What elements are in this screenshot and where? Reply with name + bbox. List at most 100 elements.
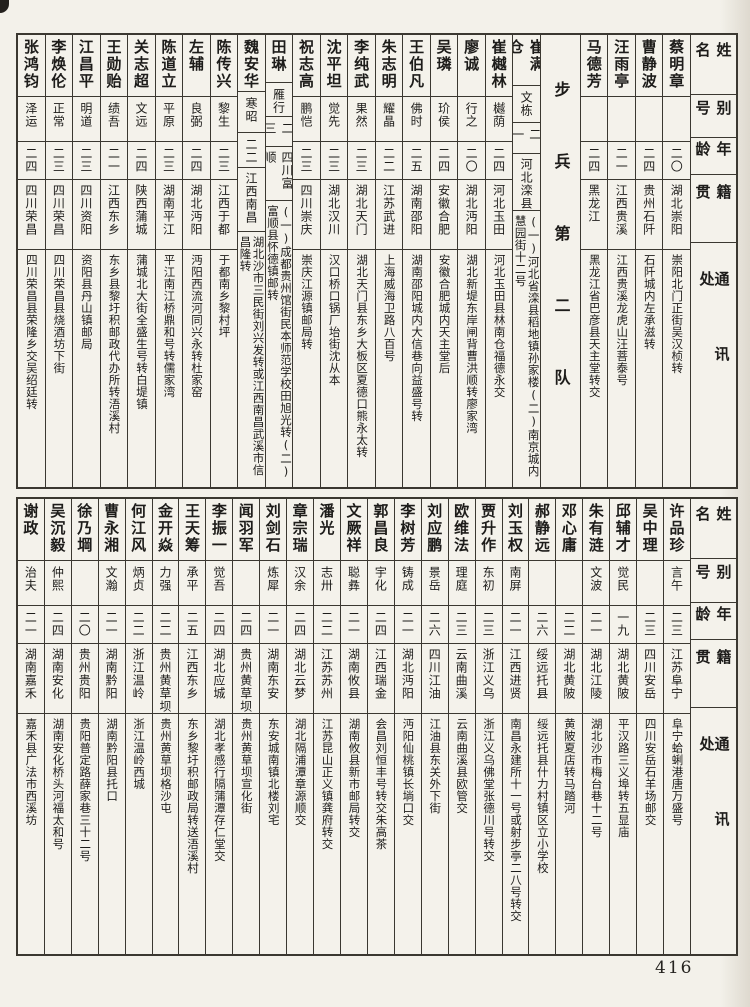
person-column: 李焕伦 正常 二三 四川荣昌 四川荣昌县烧酒坊下街 bbox=[44, 35, 73, 487]
person-name-cell: 郭昌良 bbox=[367, 499, 394, 561]
person-native-place-cell: 贵州黄草坝 bbox=[233, 644, 260, 714]
person-native-place-cell: 浙江义乌 bbox=[475, 644, 502, 714]
header-contact: 通讯处 bbox=[691, 243, 736, 487]
person-native-place: 江苏苏州 bbox=[319, 648, 334, 700]
person-address-cell: 南昌永建所十一号或射步亭二八号转交 bbox=[503, 714, 529, 954]
person-alias-cell: 治夫 bbox=[17, 561, 44, 606]
person-age: 二五 bbox=[409, 147, 424, 173]
person-age: 二三 bbox=[51, 147, 66, 173]
person-age: 二一 bbox=[265, 611, 280, 637]
person-age-cell: 二〇 bbox=[663, 142, 690, 180]
person-name: 关志超 bbox=[131, 39, 150, 90]
person-native-place: 河北玉田 bbox=[491, 184, 506, 236]
person-address: 贵阳普定路薛家巷三十二号 bbox=[78, 718, 93, 862]
person-name: 朱有涟 bbox=[586, 503, 605, 554]
person-native-place-cell: 四川江油 bbox=[421, 644, 448, 714]
person-age: 二一 bbox=[513, 127, 540, 141]
person-alias-cell bbox=[233, 561, 260, 606]
person-alias: 景岳 bbox=[427, 566, 442, 592]
person-name-cell: 吴沉毅 bbox=[44, 499, 71, 561]
person-address-cell: 于都南乡黎村坪 bbox=[211, 250, 238, 487]
person-age: 二一 bbox=[614, 147, 629, 173]
person-address: (一)成都贵州馆街民本师范学校田旭光转(二)富顺县怀德镇邮转 bbox=[266, 204, 293, 479]
person-address-cell: 湖南攸县新市邮局转交 bbox=[341, 714, 367, 954]
person-alias-cell bbox=[71, 561, 98, 606]
person-name: 李焕伦 bbox=[49, 39, 68, 90]
person-name-cell: 刘剑石 bbox=[260, 499, 287, 561]
person-column: 文厥祥 聪彝 二一 湖南攸县 湖南攸县新市邮局转交 bbox=[340, 499, 367, 954]
person-age: 二一 bbox=[400, 611, 415, 637]
person-alias: 文栋 bbox=[519, 90, 534, 117]
person-native-place-cell: 湖北汉川 bbox=[320, 180, 348, 250]
person-column: 张鸿钧 泽运 二四 四川荣昌 四川荣昌县荣隆乡交吴绍廷转 bbox=[18, 35, 45, 487]
person-address-cell: 上海威海卫路八百号 bbox=[376, 250, 403, 487]
person-age-cell: 二四 bbox=[233, 606, 260, 644]
person-name: 邓心庸 bbox=[559, 503, 578, 554]
person-native-place: 江西贵溪 bbox=[614, 184, 629, 236]
header-name: 姓名 bbox=[691, 35, 736, 95]
person-age-cell: 二〇 bbox=[71, 606, 98, 644]
person-name-cell: 贾升作 bbox=[475, 499, 502, 561]
person-name-cell: 朱有涟 bbox=[583, 499, 610, 561]
person-name: 陈传兴 bbox=[214, 39, 233, 90]
person-column: 潘光 志卅 二二 江苏苏州 江苏昆山正义镇龚府转交 bbox=[313, 499, 341, 954]
person-alias: 仲熙 bbox=[50, 566, 65, 592]
person-native-place: 湖北汉川 bbox=[326, 184, 341, 236]
person-native-place-cell: 黑龙江 bbox=[580, 180, 608, 250]
person-native-place-cell: 湖北沔阳 bbox=[458, 180, 485, 250]
person-address-cell: 湖北沙市三民街刘兴发转或江西南昌武溪市信昌隆转 bbox=[238, 232, 265, 487]
person-alias: 寒昭 bbox=[244, 96, 259, 123]
person-address: 南昌永建所十一号或射步亭二八号转交 bbox=[509, 718, 523, 922]
person-address-cell: 汉口桥口锅厂坮街沈从本 bbox=[321, 250, 348, 487]
person-alias-cell: 聪彝 bbox=[341, 561, 367, 606]
person-native-place: 湖北天门 bbox=[354, 184, 369, 236]
person-age-cell: 二四 bbox=[206, 606, 233, 644]
person-age: 一九 bbox=[615, 611, 630, 637]
person-native-place-cell: 浙江温岭 bbox=[125, 644, 152, 714]
person-name: 郭昌良 bbox=[371, 503, 390, 554]
person-age: 二〇 bbox=[464, 147, 479, 173]
person-alias: 理庭 bbox=[454, 566, 469, 592]
person-column: 蔡明章 二〇 湖北崇阳 崇阳北门正街吴汉桢转 bbox=[662, 35, 690, 487]
person-native-place: 四川崇庆 bbox=[299, 184, 314, 236]
person-address-cell: (一)成都贵州馆街民本师范学校田旭光转(二)富顺县怀德镇邮转 bbox=[266, 201, 293, 487]
person-age-cell: 二三 bbox=[210, 142, 238, 180]
person-alias: 力强 bbox=[158, 566, 173, 592]
person-age-cell: 二一 bbox=[502, 606, 529, 644]
person-name-cell: 崔樾林 bbox=[485, 35, 513, 97]
person-alias-cell bbox=[556, 561, 583, 606]
person-native-place-cell: 贵州石阡 bbox=[635, 180, 663, 250]
person-age-cell: 二三 bbox=[73, 142, 100, 180]
person-column: 陈道立 平原 二三 湖南平江 平江南江桥鼎和号转儒家湾 bbox=[154, 35, 183, 487]
person-name-cell: 曹静波 bbox=[635, 35, 663, 97]
person-native-place-cell: 江西东乡 bbox=[100, 180, 128, 250]
person-alias-cell: 仲熙 bbox=[44, 561, 71, 606]
person-column: 贾升作 东初 二三 浙江义乌 浙江义乌佛堂张德川号转交 bbox=[474, 499, 502, 954]
person-age: 二一 bbox=[23, 611, 38, 637]
person-alias-cell: 南屏 bbox=[502, 561, 529, 606]
person-age-cell: 二四 bbox=[287, 606, 314, 644]
person-name-cell: 王勋贻 bbox=[100, 35, 128, 97]
person-address: 江苏昆山正义镇龚府转交 bbox=[320, 718, 335, 850]
person-alias-cell: 泽运 bbox=[18, 97, 45, 142]
person-name: 何江风 bbox=[129, 503, 148, 554]
person-name-cell: 马德芳 bbox=[580, 35, 608, 97]
person-age-cell: 二三 bbox=[664, 606, 690, 644]
person-native-place: 江西东乡 bbox=[106, 184, 121, 236]
person-age-cell: 二三 bbox=[320, 142, 348, 180]
person-column: 吴中理 二三 四川安岳 四川安岳石羊场邮交 bbox=[636, 499, 664, 954]
person-age: 二三 bbox=[454, 611, 469, 637]
person-column: 李树芳 铸成 二一 湖北沔阳 沔阳仙桃镇长埫口交 bbox=[393, 499, 421, 954]
person-column: 章宗瑞 汉余 二四 湖北云梦 湖北隔浦潭章源顺交 bbox=[286, 499, 314, 954]
person-alias-cell: 志卅 bbox=[314, 561, 341, 606]
person-native-place-cell: 湖北应城 bbox=[206, 644, 233, 714]
person-native-place: 江西瑞金 bbox=[373, 648, 388, 700]
person-address-cell: 东乡黎圩积邮政局转送浯溪村 bbox=[179, 714, 205, 954]
person-name: 刘玉权 bbox=[506, 503, 524, 554]
person-age-cell: 二三 bbox=[155, 142, 183, 180]
person-column: 欧维法 理庭 二三 云南曲溪 云南曲溪县欧管交 bbox=[447, 499, 475, 954]
person-column: 廖诚 行之 二〇 湖北沔阳 湖北新堤东岸闸背曹洪顺转廖家湾 bbox=[457, 35, 485, 487]
person-alias: 行之 bbox=[464, 102, 479, 128]
person-native-place: 贵州石阡 bbox=[641, 184, 656, 236]
person-native-place: 湖南邵阳 bbox=[409, 184, 424, 236]
